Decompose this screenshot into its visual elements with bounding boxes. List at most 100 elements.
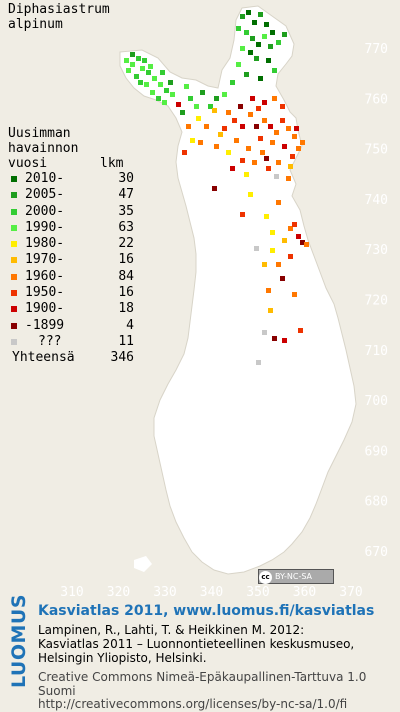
record-square bbox=[264, 22, 269, 27]
record-square bbox=[130, 62, 135, 67]
record-square bbox=[280, 276, 285, 281]
record-square bbox=[288, 226, 293, 231]
legend-count: 47 bbox=[118, 187, 134, 203]
record-square bbox=[236, 26, 241, 31]
record-square bbox=[254, 124, 259, 129]
x-axis-ticks: 310 320 330 340 350 360 370 bbox=[60, 585, 362, 600]
record-square bbox=[250, 96, 255, 101]
record-square bbox=[272, 68, 277, 73]
record-square bbox=[252, 20, 257, 25]
record-square bbox=[250, 36, 255, 41]
legend-period: 1980- bbox=[25, 236, 65, 252]
y-axis-ticks: 770 760 750 740 730 720 710 700 690 680 670 bbox=[365, 42, 388, 560]
legend-swatch bbox=[11, 290, 17, 297]
record-square bbox=[270, 248, 275, 253]
record-square bbox=[288, 254, 293, 259]
record-square bbox=[282, 238, 287, 243]
legend-swatch bbox=[11, 322, 17, 329]
record-square bbox=[252, 160, 257, 165]
record-square bbox=[170, 92, 175, 97]
x-tick-label: 330 bbox=[153, 585, 176, 600]
cc-license-badge[interactable]: cc BY-NC-SA bbox=[258, 569, 334, 584]
legend-count-header: lkm bbox=[100, 156, 124, 171]
y-tick-label: 710 bbox=[365, 344, 388, 359]
record-square bbox=[286, 176, 291, 181]
record-square bbox=[226, 150, 231, 155]
y-tick-label: 700 bbox=[365, 394, 388, 409]
record-square bbox=[214, 96, 219, 101]
record-square bbox=[268, 44, 273, 49]
legend-count: 4 bbox=[126, 317, 134, 333]
record-square bbox=[186, 124, 191, 129]
legend-period: 1900- bbox=[25, 301, 65, 317]
record-square bbox=[294, 126, 299, 131]
record-square bbox=[184, 84, 189, 89]
legend-row: 2000- 35 bbox=[8, 204, 134, 220]
y-tick-label: 740 bbox=[365, 193, 388, 208]
legend-count: 30 bbox=[118, 171, 134, 186]
record-square bbox=[266, 58, 271, 63]
record-square bbox=[140, 66, 145, 71]
x-tick-label: 370 bbox=[339, 585, 362, 600]
finland-outline bbox=[119, 5, 357, 575]
record-square bbox=[188, 96, 193, 101]
record-square bbox=[262, 118, 267, 123]
record-square bbox=[296, 146, 301, 151]
record-square bbox=[238, 104, 243, 109]
record-square bbox=[268, 308, 273, 313]
record-square bbox=[230, 80, 235, 85]
legend-swatch bbox=[11, 176, 17, 182]
record-square bbox=[264, 156, 269, 161]
legend-count: 22 bbox=[118, 236, 134, 252]
record-square bbox=[272, 96, 277, 101]
record-square bbox=[258, 76, 263, 81]
legend-count: 35 bbox=[118, 203, 134, 219]
record-square bbox=[244, 72, 249, 77]
atlas-link[interactable]: Kasviatlas 2011, www.luomus.fi/kasviatla… bbox=[38, 603, 375, 619]
citation-line-3: Helsingin Yliopisto, Helsinki. bbox=[38, 651, 207, 665]
record-squares bbox=[124, 10, 309, 365]
record-square bbox=[254, 246, 259, 251]
legend-swatch bbox=[11, 257, 17, 264]
record-square bbox=[258, 136, 263, 141]
record-square bbox=[164, 88, 169, 93]
record-square bbox=[244, 30, 249, 35]
record-square bbox=[230, 166, 235, 171]
record-square bbox=[240, 124, 245, 129]
license: Creative Commons Nimeä-Epäkaupallinen-Ta… bbox=[38, 670, 400, 712]
citation-line-1: Lampinen, R., Lahti, T. & Heikkinen M. 2… bbox=[38, 623, 305, 637]
record-square bbox=[264, 214, 269, 219]
luomus-logo: LUOMUS bbox=[8, 593, 30, 688]
legend-period: 1970- bbox=[25, 252, 65, 268]
y-tick-label: 730 bbox=[365, 243, 388, 258]
record-square bbox=[142, 58, 147, 63]
record-square bbox=[234, 138, 239, 143]
x-tick-label: 350 bbox=[246, 585, 269, 600]
record-square bbox=[130, 52, 135, 57]
record-square bbox=[292, 222, 297, 227]
record-square bbox=[204, 124, 209, 129]
legend-swatch bbox=[11, 241, 17, 248]
record-square bbox=[138, 80, 143, 85]
record-square bbox=[226, 110, 231, 115]
citation: Lampinen, R., Lahti, T. & Heikkinen M. 2… bbox=[38, 623, 400, 665]
record-square bbox=[292, 292, 297, 297]
legend-row: 1980- 22 bbox=[8, 236, 134, 252]
record-square bbox=[280, 118, 285, 123]
cc-badge-text: BY-NC-SA bbox=[275, 572, 313, 581]
record-square bbox=[248, 50, 253, 55]
record-square bbox=[156, 96, 161, 101]
legend-count: 84 bbox=[118, 268, 134, 284]
legend-title-line-2: havainnon bbox=[8, 141, 79, 156]
record-square bbox=[258, 12, 263, 17]
license-url[interactable]: http://creativecommons.org/licenses/by-n… bbox=[38, 697, 348, 711]
legend-row: 1990- 63 bbox=[8, 220, 134, 236]
record-square bbox=[282, 338, 287, 343]
record-square bbox=[136, 56, 141, 61]
record-square bbox=[212, 108, 217, 113]
record-square bbox=[270, 230, 275, 235]
x-tick-label: 320 bbox=[107, 585, 130, 600]
record-square bbox=[200, 90, 205, 95]
legend-row: ??? 11 bbox=[8, 334, 134, 350]
record-square bbox=[270, 30, 275, 35]
